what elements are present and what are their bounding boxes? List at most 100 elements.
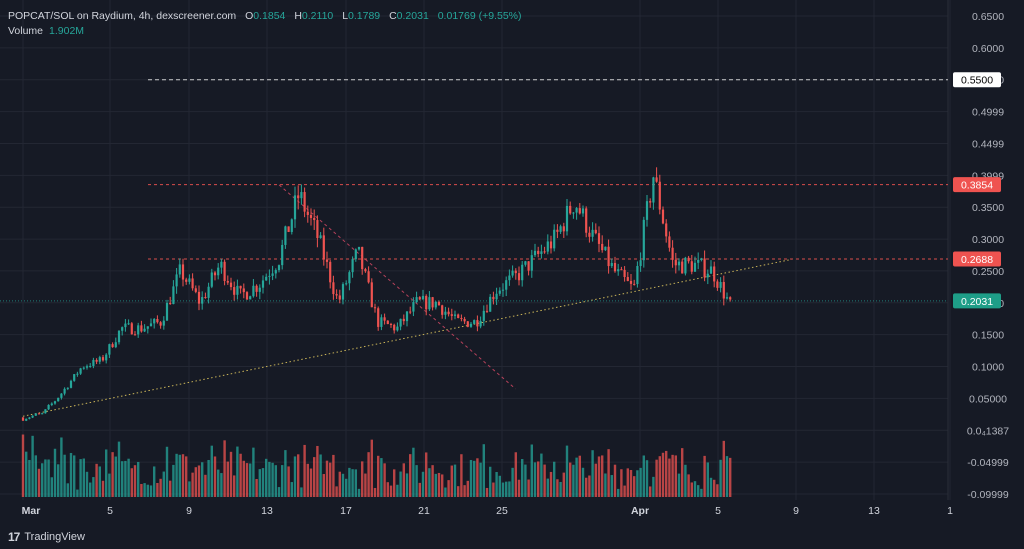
close-value: 0.2031 (396, 10, 429, 22)
candle-body (255, 285, 258, 292)
volume-bar (431, 465, 434, 497)
volume-bar (95, 463, 98, 497)
volume-bar (255, 479, 258, 497)
volume-bar (239, 453, 242, 497)
candle-body (377, 308, 380, 327)
candle-body (63, 388, 66, 394)
volume-bar (133, 465, 137, 497)
volume-bar (665, 450, 668, 497)
volume-bar (287, 466, 290, 497)
volume-bar (341, 473, 345, 497)
volume-bar (121, 461, 124, 497)
candle-body (204, 297, 207, 299)
candle-body (217, 267, 220, 276)
volume-bar (329, 462, 332, 497)
candle-body (693, 262, 697, 272)
tradingview-text: TradingView (24, 531, 85, 543)
volume-bar (143, 483, 146, 497)
volume-bar (373, 487, 377, 497)
y-tick-label: 0.4999 (972, 107, 1004, 119)
candle-body (492, 296, 495, 300)
volume-bar (127, 458, 130, 497)
volume-bar (284, 450, 287, 497)
y-tick-label: 0.6500 (972, 11, 1004, 23)
candle-body (316, 220, 319, 239)
y-tick-label: 0.1500 (972, 330, 1004, 342)
candle-body (661, 209, 665, 224)
price-marker-badge[interactable] (953, 177, 1001, 193)
y-tick-label: 0.3500 (972, 202, 1004, 214)
candle-body (633, 283, 636, 285)
candle-body (146, 326, 149, 329)
candle-body (697, 259, 700, 263)
volume-bar (626, 468, 629, 497)
candle-body (332, 282, 335, 295)
volume-bar (332, 454, 335, 497)
volume-bar (412, 447, 415, 497)
time-axis[interactable]: Mar 5 9 13 17 21 25 Apr 5 9 13 1 (22, 505, 953, 517)
volume-bar (117, 441, 121, 497)
candle-body (425, 295, 428, 310)
price-marker-badge[interactable] (953, 251, 1001, 267)
volume-bar (268, 461, 271, 497)
volume-bar (207, 459, 210, 497)
volume-bar (613, 464, 617, 497)
candle-body (95, 359, 98, 362)
volume-bar (645, 460, 649, 497)
price-marker-badge[interactable] (953, 293, 1001, 309)
volume-bar (469, 459, 473, 497)
volume-bar (265, 458, 268, 497)
volume-bar (450, 465, 453, 497)
candle-body (562, 226, 565, 232)
candle-body (498, 290, 501, 294)
volume-bar (236, 446, 239, 497)
candle-body (722, 282, 725, 299)
candle-body (511, 270, 514, 276)
candle-body (530, 255, 533, 271)
volume-bar (274, 465, 277, 497)
candle-body (306, 211, 309, 215)
candle-body (473, 320, 476, 324)
volume-bar (501, 482, 505, 497)
volume-bar (588, 475, 591, 497)
volume-bar (466, 480, 469, 497)
candle-body (105, 354, 108, 361)
price-markers: 0.5500 0.3854 0.2688 0.2031 (953, 72, 1001, 309)
candle-body (505, 280, 508, 290)
volume-bar (201, 462, 204, 497)
candle-body (229, 282, 233, 288)
candle-body (597, 233, 601, 244)
volume-bar (498, 475, 501, 497)
y-tick-label: 0.0₄1387 (967, 425, 1009, 437)
tradingview-brand[interactable]: 17 TradingView (8, 530, 85, 544)
candle-body (649, 201, 652, 203)
volume-bar (261, 468, 265, 497)
candle-body (453, 314, 457, 316)
volume-bar (671, 454, 674, 497)
y-tick-label: 0.4499 (972, 138, 1004, 150)
candle-body (610, 263, 613, 267)
candle-body (261, 280, 265, 288)
volume-bar (597, 456, 601, 497)
volume-bar (226, 461, 229, 497)
candle-body (434, 301, 437, 308)
volume-bar (53, 448, 57, 497)
price-marker-badge[interactable] (953, 72, 1001, 88)
candle-body (213, 272, 217, 276)
candle-body (581, 208, 585, 214)
candle-body (642, 219, 645, 261)
volume-bar (348, 467, 351, 497)
candle-body (431, 297, 434, 308)
volume-bar (188, 481, 191, 497)
candle-body (713, 266, 716, 282)
candle-body (482, 310, 485, 321)
volume-bar (338, 471, 341, 497)
volume-bar (380, 458, 383, 497)
candle-body (137, 325, 140, 335)
candle-body (677, 261, 681, 266)
candle-body (169, 302, 172, 305)
symbol-title[interactable]: POPCAT/SOL on Raydium, 4h, dexscreener.c… (8, 10, 237, 22)
candle-body (380, 317, 383, 327)
volume-bar (514, 452, 517, 497)
